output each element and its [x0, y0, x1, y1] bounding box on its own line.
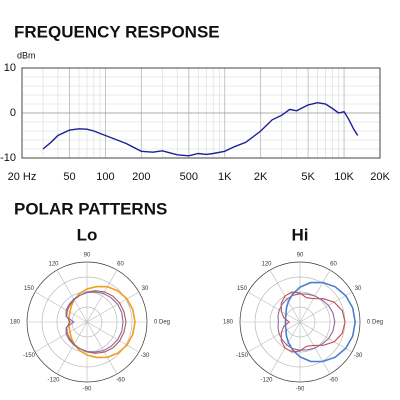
angle-label: 90 — [297, 253, 304, 259]
angle-label: -60 — [329, 378, 338, 384]
spoke — [86, 291, 140, 323]
x-tick-label: 1K — [218, 171, 232, 183]
angle-label: 0 Deg — [154, 320, 170, 326]
angle-label: 0 Deg — [367, 320, 383, 326]
angle-label: 90 — [84, 253, 91, 259]
angle-label: -150 — [23, 353, 36, 359]
plot-frame — [21, 67, 381, 159]
y-tick-label: 10 — [4, 62, 16, 74]
spoke — [86, 321, 140, 353]
spoke — [247, 291, 301, 323]
spoke — [247, 321, 301, 353]
angle-label: 150 — [237, 286, 248, 292]
section-title: POLAR PATTERNS — [14, 199, 167, 218]
angle-label: -60 — [116, 378, 125, 384]
y-tick-label: 0 — [10, 107, 16, 119]
x-tick-label: 5K — [301, 171, 315, 183]
spoke — [34, 291, 88, 323]
polar-curve — [68, 285, 136, 359]
polar-title: Hi — [292, 225, 309, 244]
angle-label: 120 — [48, 262, 59, 268]
angle-label: 60 — [117, 262, 124, 268]
polar-curve — [277, 293, 336, 351]
x-tick-label: 20K — [370, 171, 390, 183]
angle-label: -90 — [83, 387, 92, 393]
spoke — [56, 269, 88, 323]
spoke — [86, 321, 118, 375]
x-tick-label: 100 — [96, 171, 114, 183]
angle-label: 60 — [330, 262, 337, 268]
angle-label: -30 — [354, 353, 363, 359]
x-tick-label: 2K — [254, 171, 268, 183]
spoke — [299, 291, 353, 323]
spoke — [86, 269, 118, 323]
angle-label: 180 — [10, 320, 21, 326]
x-tick-label: 50 — [63, 171, 75, 183]
angle-label: -150 — [236, 353, 249, 359]
angle-label: 150 — [24, 286, 35, 292]
chart-title: FREQUENCY RESPONSE — [14, 22, 220, 41]
angle-label: -120 — [260, 378, 273, 384]
angle-label: -120 — [47, 378, 60, 384]
spoke — [56, 321, 88, 375]
polar-curve — [284, 281, 357, 363]
angle-label: -90 — [296, 387, 305, 393]
angle-label: 30 — [355, 286, 362, 292]
spoke — [299, 321, 353, 353]
polar-curve — [66, 290, 127, 354]
angle-label: 180 — [223, 320, 234, 326]
y-tick-label: -10 — [0, 152, 16, 164]
x-tick-label: 200 — [132, 171, 150, 183]
polar-title: Lo — [77, 225, 98, 244]
y-axis-label: dBm — [17, 50, 36, 60]
x-tick-label: 500 — [180, 171, 198, 183]
response-line — [42, 101, 359, 157]
angle-label: -30 — [141, 353, 150, 359]
angle-label: 120 — [261, 262, 272, 268]
x-tick-label: 10K — [334, 171, 354, 183]
angle-label: 30 — [142, 286, 149, 292]
polar-curve — [280, 291, 346, 353]
polar-curve — [65, 291, 124, 353]
x-tick-label: 20 Hz — [8, 171, 37, 183]
spoke — [34, 321, 88, 353]
